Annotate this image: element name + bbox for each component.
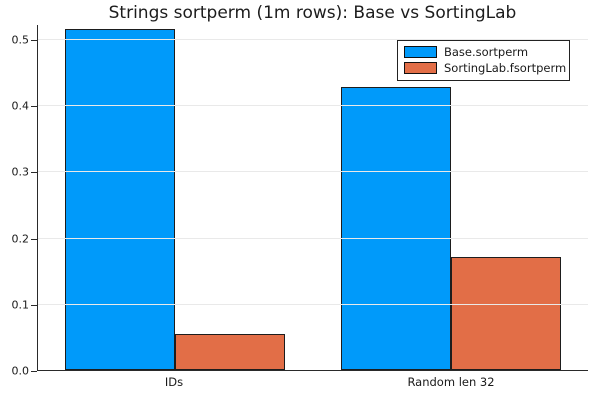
y-tick-mark [31, 40, 37, 42]
y-tick-label: 0.1 [11, 298, 30, 312]
bar-base-sortperm-ids [64, 29, 175, 370]
y-gridline [38, 105, 588, 107]
bar-base-sortperm-random-len-32 [341, 86, 451, 370]
legend-label: SortingLab.fsortperm [444, 61, 567, 75]
y-tick-label: 0.0 [11, 364, 30, 378]
y-tick-mark [31, 172, 37, 174]
bar-sortinglab-fsortperm-ids [174, 334, 285, 370]
y-gridline [38, 171, 588, 173]
y-gridline [38, 39, 588, 41]
y-gridline [38, 303, 588, 305]
legend-label: Base.sortperm [444, 45, 529, 59]
y-tick-label: 0.3 [11, 165, 30, 179]
y-axis-line [37, 25, 38, 371]
legend-swatch-orange [404, 62, 437, 74]
x-tick-label-random-len-32: Random len 32 [407, 375, 495, 389]
legend-swatch-blue [404, 46, 437, 58]
y-tick-mark [31, 304, 37, 306]
legend-box: Base.sortperm SortingLab.fsortperm [397, 40, 570, 81]
bar-sortinglab-fsortperm-random-len-32 [451, 257, 561, 370]
x-tick-label-ids: IDs [164, 375, 184, 389]
chart-title: Strings sortperm (1m rows): Base vs Sort… [108, 3, 517, 23]
y-tick-mark [31, 106, 37, 108]
y-tick-mark [31, 238, 37, 240]
legend-entry-base-sortperm: Base.sortperm [404, 45, 563, 59]
y-gridline [38, 237, 588, 239]
y-tick-label: 0.2 [11, 232, 30, 246]
y-tick-label: 0.4 [11, 99, 30, 113]
legend-entry-sortinglab-fsortperm: SortingLab.fsortperm [404, 61, 567, 75]
y-tick-label: 0.5 [11, 33, 30, 47]
y-tick-mark [31, 371, 37, 372]
plot-area [37, 25, 588, 371]
x-axis-line [37, 370, 588, 371]
